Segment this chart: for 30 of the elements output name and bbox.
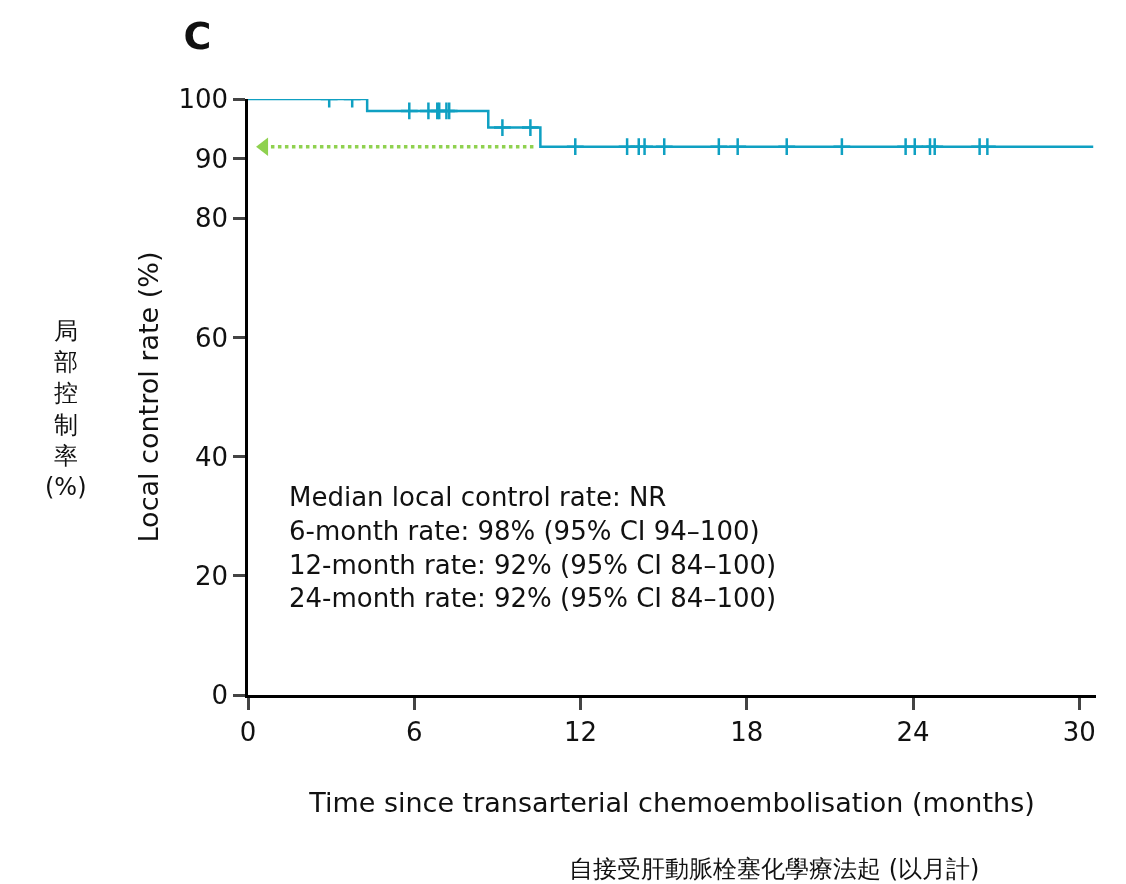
point <box>520 117 541 138</box>
text: 局部控制率 (%) <box>45 317 87 501</box>
point <box>565 137 585 157</box>
y-tick-label: 60 <box>194 322 229 353</box>
point <box>492 117 513 138</box>
x-tick-label: 12 <box>564 716 598 747</box>
point <box>832 137 852 157</box>
x-tick-label: 0 <box>239 716 257 747</box>
y-tick-label: 40 <box>194 441 229 472</box>
point <box>399 101 419 121</box>
point <box>925 137 945 157</box>
chart-title: C <box>183 13 212 58</box>
annotation: Median local control rate: NR 6-month rate: 98% (95% CI 94–100) 12-month rate: 92% (95% CI 84–100) 24-month rate: 92% (95% CI 84–100) <box>289 482 777 614</box>
point <box>709 137 729 157</box>
point <box>905 137 925 157</box>
x-tick-label: 18 <box>730 716 764 747</box>
point <box>654 137 674 157</box>
y-tick-label: 20 <box>194 560 229 591</box>
point <box>728 137 748 157</box>
point <box>634 137 655 157</box>
point <box>777 137 797 157</box>
y-axis-title: Local control rate (%) <box>133 251 165 543</box>
x-tick-label: 24 <box>896 716 930 747</box>
text: Time since transarterial chemoembolisation (months) 自接受肝動脈栓塞化學療法起 (以月計) <box>309 787 1035 883</box>
y-tick-label: 0 <box>211 680 229 711</box>
x-tick-label: 6 <box>406 716 423 747</box>
y-tick-label: 100 <box>178 84 229 115</box>
y-tick-label: 80 <box>194 203 229 234</box>
x-tick-label: 30 <box>1062 716 1096 747</box>
y-tick-label: 90 <box>194 143 229 174</box>
